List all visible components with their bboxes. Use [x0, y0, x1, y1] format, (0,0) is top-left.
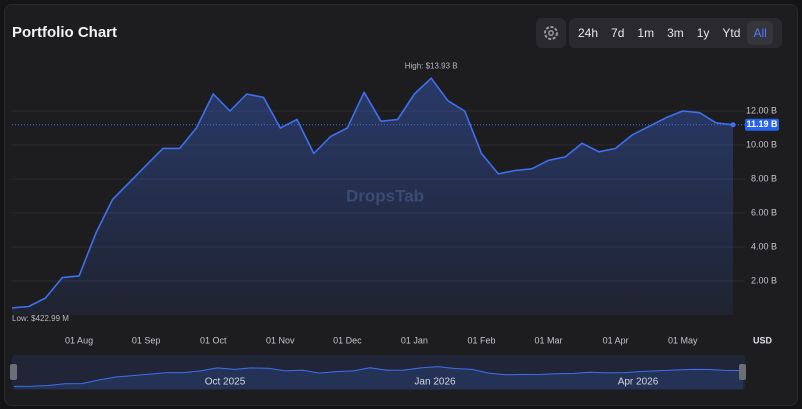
current-label: 11.19 B	[746, 119, 778, 129]
x-tick-label: 01 Apr	[603, 335, 629, 345]
x-tick-label: 01 Nov	[266, 335, 295, 345]
chart-title: Portfolio Chart	[12, 24, 117, 41]
x-tick-label: 01 Dec	[333, 335, 362, 345]
x-tick-label: 01 Feb	[467, 335, 495, 345]
navigator-area	[14, 366, 743, 389]
range-button[interactable]: Ytd	[722, 26, 741, 40]
navigator-label: Apr 2026	[618, 377, 659, 388]
range-button[interactable]: 1y	[696, 26, 710, 40]
navigator-label: Jan 2026	[414, 377, 456, 388]
navigator-line	[13, 366, 744, 387]
y-tick-label: 10.00 B	[746, 139, 777, 149]
currency-label: USD	[753, 335, 773, 345]
x-tick-label: 01 Mar	[535, 335, 563, 345]
y-tick-label: 2.00 B	[751, 275, 777, 285]
range-button[interactable]: 7d	[611, 26, 625, 40]
x-tick-label: 01 Oct	[200, 335, 227, 345]
low-label: Low: $422.99 M	[12, 314, 69, 323]
range-selector: 24h 7d 1m 3m 1y Ytd All	[569, 18, 782, 48]
x-tick-label: 01 Aug	[65, 335, 93, 345]
current-badge	[745, 118, 779, 131]
range-button[interactable]: 3m	[667, 26, 684, 40]
range-button[interactable]: 24h	[578, 26, 599, 40]
x-tick-label: 01 Jan	[401, 335, 428, 345]
range-button[interactable]: 1m	[637, 26, 655, 40]
settings-button[interactable]	[536, 18, 566, 48]
y-tick-label: 6.00 B	[751, 207, 777, 217]
range-button[interactable]: All	[747, 21, 773, 45]
navigator-handle[interactable]	[10, 364, 17, 380]
area	[12, 78, 733, 315]
high-label: High: $13.93 B	[405, 61, 458, 70]
gear-icon	[544, 26, 558, 40]
x-tick-label: 01 Sep	[132, 335, 161, 345]
navigator-label: Oct 2025	[205, 377, 246, 388]
y-tick-label: 4.00 B	[751, 241, 777, 251]
y-tick-label: 8.00 B	[751, 173, 777, 183]
navigator-handle[interactable]	[739, 364, 746, 380]
x-tick-label: 01 May	[668, 335, 698, 345]
line	[11, 77, 734, 309]
navigator[interactable]	[12, 355, 745, 390]
y-tick-label: 12.00 B	[746, 105, 777, 115]
current-dot	[730, 122, 736, 128]
